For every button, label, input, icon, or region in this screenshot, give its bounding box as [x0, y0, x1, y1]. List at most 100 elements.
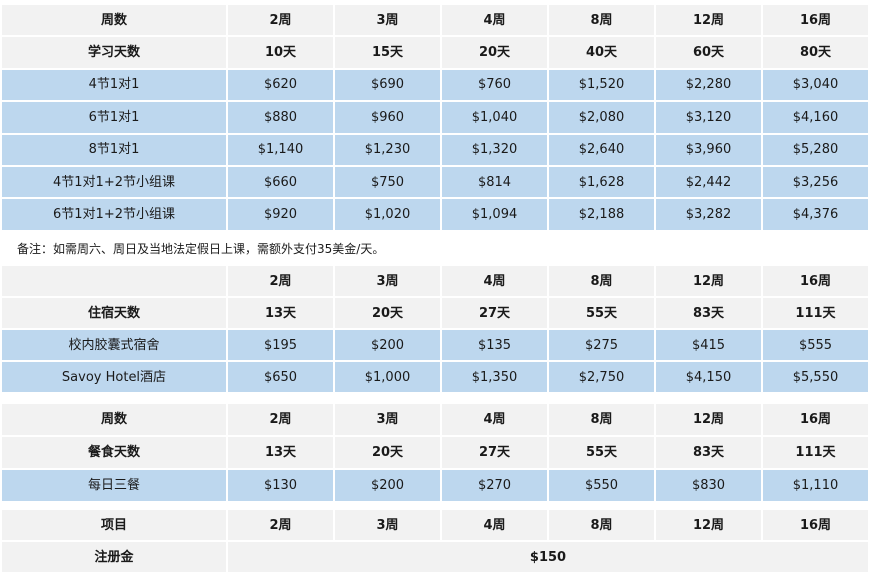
- value-cell: $4,150: [654, 360, 763, 394]
- header-row: 周数 2周 3周 4周 8周 12周 16周: [0, 2, 870, 38]
- value-cell: $2,280: [654, 67, 763, 103]
- accommodation-table: 2周 3周 4周 8周 12周 16周 住宿天数 13天 20天 27天 55天 83天 111天 校内胶…: [0, 264, 870, 394]
- value-cell: $415: [654, 328, 763, 362]
- value-cell: $690: [333, 67, 442, 103]
- value-cell: $2,188: [547, 197, 656, 232]
- value-cell: 55天: [547, 296, 656, 330]
- value-cell: 80天: [761, 35, 870, 70]
- value-cell: $3,040: [761, 67, 870, 103]
- value-cell: 13天: [226, 296, 335, 330]
- value-cell: $1,040: [440, 100, 549, 135]
- header-cell: 项目: [0, 508, 228, 542]
- value-cell: $5,550: [761, 360, 870, 394]
- value-cell: 2周: [226, 264, 335, 298]
- days-row: 住宿天数 13天 20天 27天 55天 83天 111天: [0, 296, 870, 330]
- value-cell: 40天: [547, 35, 656, 70]
- value-cell: $1,000: [333, 360, 442, 394]
- row-label-cell: 餐食天数: [0, 435, 228, 470]
- value-cell: $555: [761, 328, 870, 362]
- header-cell: 12周: [654, 508, 763, 542]
- days-row: 餐食天数 13天 20天 27天 55天 83天 111天: [0, 435, 870, 470]
- row-label-cell: 6节1对1: [0, 100, 228, 135]
- value-cell: $620: [226, 67, 335, 103]
- value-cell: 12周: [654, 2, 763, 38]
- row-label-cell: Savoy Hotel酒店: [0, 360, 228, 394]
- value-cell: 3周: [333, 402, 442, 437]
- registration-table-body: 项目 2周 3周 4周 8周 12周 16周 注册金 $150: [0, 508, 870, 574]
- value-cell: $1,230: [333, 132, 442, 167]
- value-cell: $660: [226, 164, 335, 200]
- value-cell: 83天: [654, 435, 763, 470]
- header-row: 2周 3周 4周 8周 12周 16周: [0, 264, 870, 298]
- value-cell: 12周: [654, 402, 763, 437]
- value-cell: $830: [654, 468, 763, 503]
- value-cell: $1,094: [440, 197, 549, 232]
- value-cell: 20天: [333, 296, 442, 330]
- table-row: 6节1对1+2节小组课 $920 $1,020 $1,094 $2,188 $3,282 $…: [0, 197, 870, 232]
- table-row: 校内胶囊式宿舍 $195 $200 $135 $275 $415 $555: [0, 328, 870, 362]
- value-cell: 2周: [226, 2, 335, 38]
- value-cell: $200: [333, 468, 442, 503]
- value-cell: 16周: [761, 402, 870, 437]
- value-cell: 20天: [333, 435, 442, 470]
- value-cell: 4周: [440, 264, 549, 298]
- value-cell: 8周: [547, 264, 656, 298]
- value-cell: 15天: [333, 35, 442, 70]
- value-cell: 27天: [440, 296, 549, 330]
- value-cell: $4,160: [761, 100, 870, 135]
- value-cell: $5,280: [761, 132, 870, 167]
- row-label-cell: 4节1对1: [0, 67, 228, 103]
- value-cell: $1,628: [547, 164, 656, 200]
- meals-table-body: 周数 2周 3周 4周 8周 12周 16周 餐食天数 13天 20天 27天 55天 83天 111天每…: [0, 402, 870, 503]
- value-cell: $960: [333, 100, 442, 135]
- value-cell: 12周: [654, 264, 763, 298]
- table-row: 6节1对1 $880 $960 $1,040 $2,080 $3,120 $4,160: [0, 100, 870, 135]
- value-cell: $880: [226, 100, 335, 135]
- value-cell: $920: [226, 197, 335, 232]
- value-cell: $1,110: [761, 468, 870, 503]
- table-row: 4节1对1+2节小组课 $660 $750 $814 $1,628 $2,442 $3,25…: [0, 164, 870, 200]
- table-row: 8节1对1 $1,140 $1,230 $1,320 $2,640 $3,960 $5,28…: [0, 132, 870, 167]
- value-cell: 16周: [761, 264, 870, 298]
- value-cell: 20天: [440, 35, 549, 70]
- header-cell: 16周: [761, 508, 870, 542]
- registration-label: 注册金: [0, 540, 228, 574]
- value-cell: 16周: [761, 2, 870, 38]
- value-cell: $2,442: [654, 164, 763, 200]
- header-cell: 4周: [440, 508, 549, 542]
- row-label-cell: 6节1对1+2节小组课: [0, 197, 228, 232]
- value-cell: 55天: [547, 435, 656, 470]
- row-label-cell: 住宿天数: [0, 296, 228, 330]
- registration-table: 项目 2周 3周 4周 8周 12周 16周 注册金 $150: [0, 508, 870, 574]
- value-cell: $3,120: [654, 100, 763, 135]
- header-cell: 2周: [226, 508, 335, 542]
- accommodation-table-body: 2周 3周 4周 8周 12周 16周 住宿天数 13天 20天 27天 55天 83天 111天 校内胶…: [0, 264, 870, 394]
- value-cell: $1,350: [440, 360, 549, 394]
- value-cell: 4周: [440, 2, 549, 38]
- value-cell: 8周: [547, 402, 656, 437]
- value-cell: $130: [226, 468, 335, 503]
- value-cell: $1,140: [226, 132, 335, 167]
- row-label-cell: 4节1对1+2节小组课: [0, 164, 228, 200]
- value-cell: $750: [333, 164, 442, 200]
- value-cell: $3,282: [654, 197, 763, 232]
- value-cell: $3,960: [654, 132, 763, 167]
- value-cell: $650: [226, 360, 335, 394]
- row-label-cell: 8节1对1: [0, 132, 228, 167]
- registration-header-row: 项目 2周 3周 4周 8周 12周 16周: [0, 508, 870, 542]
- value-cell: $275: [547, 328, 656, 362]
- value-cell: $4,376: [761, 197, 870, 232]
- value-cell: $270: [440, 468, 549, 503]
- value-cell: $814: [440, 164, 549, 200]
- value-cell: $1,320: [440, 132, 549, 167]
- row-label-cell: 校内胶囊式宿舍: [0, 328, 228, 362]
- header-cell: 8周: [547, 508, 656, 542]
- registration-fee: $150: [226, 540, 870, 574]
- table-row: 4节1对1 $620 $690 $760 $1,520 $2,280 $3,040: [0, 67, 870, 103]
- row-label-cell: [0, 264, 228, 298]
- tuition-table: 周数 2周 3周 4周 8周 12周 16周 学习天数 10天 15天 20天 40天 60天 80天 4节…: [0, 2, 870, 232]
- row-label-cell: 学习天数: [0, 35, 228, 70]
- value-cell: 8周: [547, 2, 656, 38]
- registration-fee-row: 注册金 $150: [0, 540, 870, 574]
- value-cell: $3,256: [761, 164, 870, 200]
